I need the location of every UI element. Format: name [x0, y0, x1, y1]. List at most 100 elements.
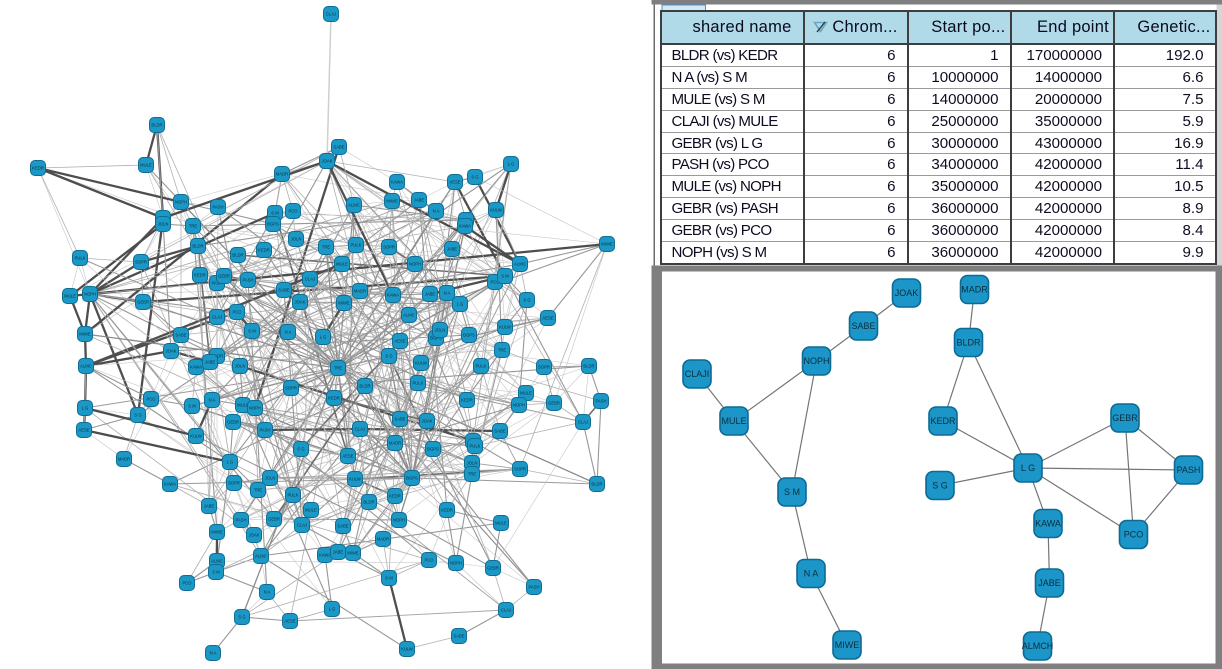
- svg-text:ALMC: ALMC: [403, 313, 415, 318]
- svg-text:KEDR: KEDR: [258, 248, 270, 253]
- svg-text:BLDR: BLDR: [359, 384, 370, 389]
- svg-text:S M: S M: [784, 487, 800, 497]
- svg-text:PASH: PASH: [595, 399, 606, 404]
- svg-text:KULW: KULW: [349, 477, 361, 482]
- svg-text:BLDR: BLDR: [956, 338, 981, 348]
- svg-text:PASH: PASH: [211, 281, 222, 286]
- svg-text:GEBR: GEBR: [227, 420, 239, 425]
- svg-text:AESE: AESE: [394, 339, 405, 344]
- svg-text:N A: N A: [264, 590, 271, 595]
- svg-text:S G: S G: [385, 354, 392, 359]
- svg-text:SOPR: SOPR: [383, 245, 395, 250]
- svg-text:BGPS: BGPS: [267, 222, 279, 227]
- svg-text:MIWE: MIWE: [347, 551, 359, 556]
- svg-text:GEBR: GEBR: [1112, 413, 1138, 423]
- svg-text:S G: S G: [134, 413, 141, 418]
- svg-text:PASH: PASH: [235, 518, 246, 523]
- svg-text:L G: L G: [329, 607, 336, 612]
- svg-text:TRE: TRE: [189, 224, 198, 229]
- svg-text:JOAK: JOAK: [295, 300, 306, 305]
- svg-text:S M: S M: [385, 576, 393, 581]
- svg-text:S G: S G: [523, 298, 530, 303]
- svg-text:S M: S M: [248, 329, 256, 334]
- svg-text:MADR: MADR: [276, 172, 288, 177]
- svg-text:AESE: AESE: [284, 619, 295, 624]
- svg-text:KEDR: KEDR: [328, 396, 340, 401]
- svg-text:KULW: KULW: [490, 208, 502, 213]
- svg-text:NOPH: NOPH: [84, 292, 96, 297]
- svg-text:SOPR: SOPR: [228, 481, 240, 486]
- svg-text:N A: N A: [433, 209, 440, 214]
- svg-text:MADR: MADR: [354, 289, 366, 294]
- svg-text:MIWE: MIWE: [835, 640, 860, 650]
- svg-text:KEDR: KEDR: [461, 398, 473, 403]
- svg-text:N A: N A: [209, 398, 216, 403]
- svg-text:KEDR: KEDR: [32, 166, 44, 171]
- svg-text:KEDR: KEDR: [194, 273, 206, 278]
- svg-text:KEDR: KEDR: [389, 494, 401, 499]
- svg-text:SABE: SABE: [278, 288, 289, 293]
- svg-text:MADR: MADR: [961, 285, 988, 295]
- svg-text:CLAJ: CLAJ: [501, 608, 511, 613]
- svg-text:S M: S M: [271, 211, 279, 216]
- svg-text:JOLN: JOLN: [265, 476, 276, 481]
- svg-text:NOPH: NOPH: [249, 406, 261, 411]
- svg-text:JOLN: JOLN: [435, 328, 446, 333]
- svg-text:L G: L G: [1021, 463, 1035, 473]
- svg-text:PCO: PCO: [232, 310, 242, 315]
- svg-text:S G: S G: [932, 481, 948, 491]
- svg-text:KAWA: KAWA: [1035, 519, 1061, 529]
- svg-text:JABE: JABE: [333, 550, 344, 555]
- svg-text:CLAJ: CLAJ: [355, 427, 365, 432]
- svg-text:JOAK: JOAK: [322, 159, 333, 164]
- svg-text:KAWA: KAWA: [391, 180, 403, 185]
- svg-text:CLAJ: CLAJ: [326, 12, 336, 17]
- svg-text:TRE: TRE: [334, 366, 343, 371]
- svg-text:BLDR: BLDR: [591, 482, 602, 487]
- svg-text:PULK: PULK: [470, 444, 481, 449]
- svg-text:TRE: TRE: [498, 348, 507, 353]
- svg-text:AESE: AESE: [342, 454, 353, 459]
- svg-text:KAWA: KAWA: [387, 293, 399, 298]
- svg-text:JOAK: JOAK: [422, 419, 433, 424]
- svg-text:JOAK: JOAK: [166, 349, 177, 354]
- svg-text:MULE: MULE: [237, 403, 249, 408]
- svg-text:N A: N A: [804, 569, 819, 579]
- svg-text:NOPH: NOPH: [393, 518, 405, 523]
- svg-text:KULW: KULW: [401, 647, 413, 652]
- svg-text:AESE: AESE: [542, 316, 553, 321]
- svg-text:KULW: KULW: [415, 361, 427, 366]
- svg-text:ALMC: ALMC: [255, 554, 267, 559]
- svg-text:JOAK: JOAK: [249, 533, 260, 538]
- svg-text:PASH: PASH: [1177, 465, 1201, 475]
- svg-text:N A: N A: [444, 291, 451, 296]
- svg-text:PULK: PULK: [413, 381, 424, 386]
- svg-text:JOLN: JOLN: [467, 461, 478, 466]
- svg-text:KAWA: KAWA: [164, 482, 176, 487]
- svg-text:MADR: MADR: [377, 537, 389, 542]
- svg-text:S G: S G: [238, 615, 245, 620]
- svg-text:ALMC: ALMC: [211, 559, 223, 564]
- svg-text:GEBR: GEBR: [487, 566, 499, 571]
- svg-text:MIWE: MIWE: [79, 332, 91, 337]
- svg-text:NOPH: NOPH: [175, 200, 187, 205]
- svg-text:JABE: JABE: [205, 360, 216, 365]
- svg-text:MIWE: MIWE: [211, 530, 223, 535]
- svg-text:L G: L G: [82, 406, 89, 411]
- svg-text:SOPR: SOPR: [514, 467, 526, 472]
- svg-text:KAWA: KAWA: [459, 224, 471, 229]
- svg-text:MADR: MADR: [389, 441, 401, 446]
- svg-text:JOLN: JOLN: [235, 364, 246, 369]
- svg-text:SOPR: SOPR: [538, 365, 550, 370]
- svg-text:BLDR: BLDR: [192, 244, 203, 249]
- svg-text:PCO: PCO: [490, 280, 500, 285]
- svg-text:N A: N A: [210, 651, 217, 656]
- svg-text:CLAJ: CLAJ: [578, 420, 588, 425]
- svg-text:TRE: TRE: [322, 245, 331, 250]
- svg-text:SABE: SABE: [175, 333, 186, 338]
- svg-text:KULW: KULW: [190, 434, 202, 439]
- svg-text:S G: S G: [471, 175, 478, 180]
- svg-text:JOLN: JOLN: [158, 222, 169, 227]
- svg-text:PCO: PCO: [1124, 530, 1144, 540]
- svg-text:PCO: PCO: [424, 558, 434, 563]
